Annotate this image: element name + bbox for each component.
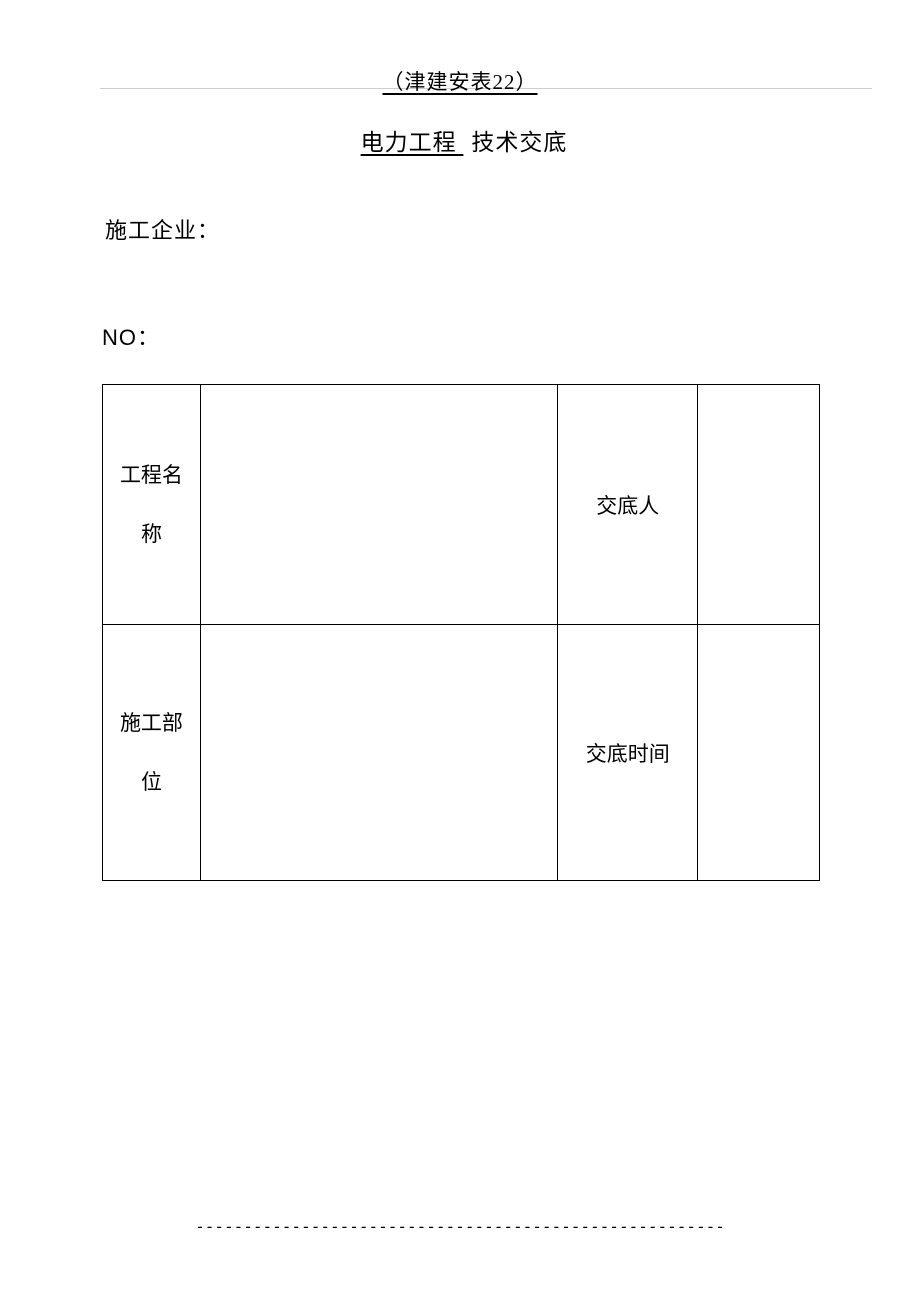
no-field-label: NO： xyxy=(102,320,160,352)
company-field-label: 施工企业： xyxy=(105,213,220,245)
project-name-value xyxy=(200,385,557,625)
main-form-table: 工程名 称 交底人 施工部 位 交底时间 xyxy=(102,384,820,881)
disclosure-time-label: 交底时间 xyxy=(558,625,698,881)
construction-part-value xyxy=(200,625,557,881)
table-row: 工程名 称 交底人 xyxy=(103,385,820,625)
form-number: （津建安表22） xyxy=(0,66,920,96)
form-number-text: （津建安表22） xyxy=(383,70,538,94)
disclosure-time-value xyxy=(698,625,820,881)
footer-separator: ----------------------------------------… xyxy=(0,1217,920,1236)
document-title: 电力工程 技术交底 xyxy=(0,123,920,157)
construction-part-label: 施工部 位 xyxy=(103,625,201,881)
table-row: 施工部 位 交底时间 xyxy=(103,625,820,881)
project-name-label: 工程名 称 xyxy=(103,385,201,625)
disclosure-person-label: 交底人 xyxy=(558,385,698,625)
title-category: 电力工程 xyxy=(353,130,472,155)
title-rest: 技术交底 xyxy=(471,130,567,155)
disclosure-person-value xyxy=(698,385,820,625)
